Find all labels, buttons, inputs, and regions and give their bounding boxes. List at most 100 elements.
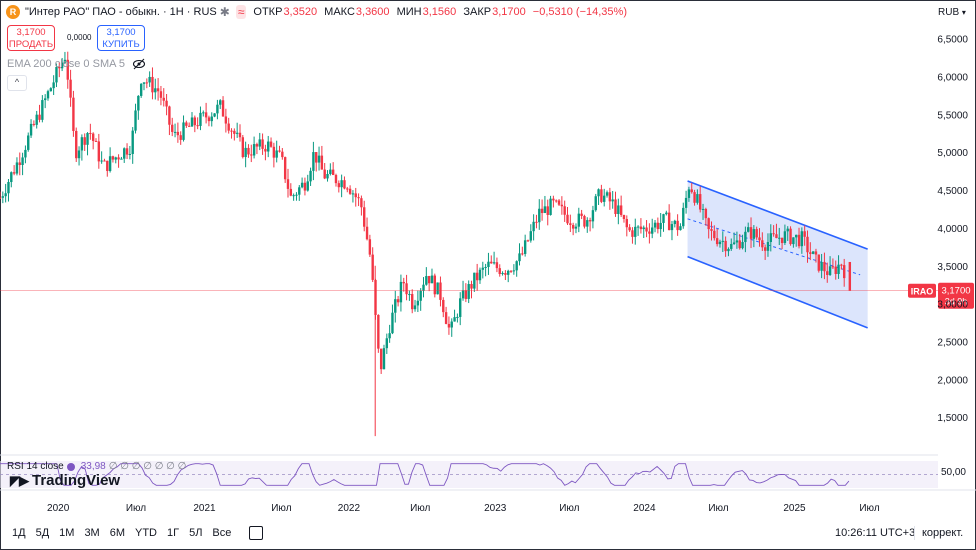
candle-body	[159, 91, 163, 98]
currency-selector[interactable]: RUB ▾	[938, 7, 966, 18]
symbol-title[interactable]: "Интер РАО" ПАО - обыкн. · 1H · RUS	[25, 6, 217, 18]
candle-body	[179, 135, 182, 140]
price-axis[interactable]: 1,5000 2,0000 2,5000 3,0000 3,5000 4,0000 4,50…	[937, 35, 968, 424]
tradingview-brand: TradingView	[32, 472, 121, 489]
candle-body	[809, 252, 812, 254]
channel-upper-line	[687, 180, 868, 250]
range-1[interactable]: 5Д	[35, 527, 50, 539]
x-tick-label: 2025	[783, 503, 806, 514]
candle-body	[331, 169, 335, 175]
adjust-button[interactable]: коррект.	[922, 527, 964, 539]
range-2[interactable]: 1М	[59, 527, 75, 539]
sell-button[interactable]: 3,1700 ПРОДАТЬ	[7, 25, 55, 51]
candle-body	[563, 206, 566, 215]
candle-body	[86, 133, 89, 145]
time-axis[interactable]: 2020 Июл 2021 Июл 2022 Июл 2023 Июл 2024 Июл 2025 И…	[47, 503, 880, 514]
clock-time[interactable]: 10:26:11 UTC+3	[835, 527, 916, 539]
candle-body	[755, 229, 758, 238]
toolbar-divider	[914, 526, 915, 540]
candle-body	[442, 299, 445, 313]
candle-body	[820, 261, 823, 271]
candle-body	[396, 299, 400, 303]
range-5[interactable]: YTD	[135, 527, 157, 539]
buy-button[interactable]: 3,1700 КУПИТЬ	[97, 25, 145, 51]
candle-body	[283, 157, 287, 180]
candle-body	[235, 132, 239, 134]
candle-body	[255, 144, 259, 147]
candle-body	[741, 242, 744, 249]
candle-body	[286, 179, 290, 189]
candle-body	[317, 155, 321, 163]
candle-body	[634, 226, 637, 237]
candle-body	[727, 248, 730, 252]
candle-body	[662, 214, 665, 223]
rsi-settings-icon[interactable]	[66, 462, 75, 471]
channel-fill	[687, 180, 868, 328]
candle-body	[518, 253, 521, 262]
candle-body	[63, 59, 67, 63]
candle-body	[636, 226, 640, 228]
candle-body	[171, 124, 174, 132]
asterisk-icon[interactable]: ✱	[219, 5, 230, 19]
candle-body	[224, 116, 228, 124]
tradingview-logo[interactable]: ◤▶ TradingView	[10, 472, 120, 489]
range-6[interactable]: 1Г	[167, 527, 180, 539]
y-tick-label: 2,5000	[937, 337, 968, 348]
x-tick-label: Июл	[271, 503, 291, 514]
rsi-line	[0, 463, 850, 486]
x-tick-label: Июл	[859, 503, 879, 514]
candle-body	[309, 170, 312, 182]
candle-body	[204, 112, 208, 118]
last-price-badge	[938, 282, 974, 309]
candle-body	[402, 281, 405, 284]
candle-body	[769, 233, 772, 242]
candle-body	[552, 198, 555, 201]
candle-body	[439, 282, 442, 300]
channel-lower-line	[687, 255, 868, 329]
candle-body	[343, 180, 346, 189]
candle-body	[546, 206, 549, 215]
candle-body	[221, 100, 225, 117]
candle-body	[608, 192, 612, 202]
calendar-icon[interactable]	[249, 526, 264, 540]
collapse-legend-button[interactable]: ^	[7, 75, 27, 91]
candle-body	[453, 317, 456, 322]
candle-body	[588, 220, 592, 222]
low-value: 3,1560	[422, 6, 457, 18]
wave-icon[interactable]: ≈	[235, 5, 247, 19]
x-tick-label: 2020	[47, 503, 70, 514]
range-0[interactable]: 1Д	[12, 527, 26, 539]
candle-body	[399, 281, 403, 303]
regression-channel[interactable]	[687, 180, 868, 329]
candle-body	[509, 270, 513, 272]
y-tick-label: 2,0000	[937, 375, 968, 386]
candle-body	[642, 227, 645, 230]
candle-body	[312, 152, 315, 171]
candle-body	[351, 193, 355, 195]
range-8[interactable]: Все	[212, 527, 232, 539]
candle-body	[365, 226, 369, 240]
indicator-legend[interactable]: EMA 200 close 0 SMA 5	[7, 58, 146, 70]
candle-body	[156, 88, 160, 92]
candle-body	[532, 221, 535, 232]
candle-body	[828, 266, 832, 275]
candle-body	[752, 229, 756, 239]
candle-body	[32, 123, 36, 125]
candle-body	[182, 122, 185, 140]
candle-body	[329, 169, 332, 175]
rsi-pane: 50,00	[0, 461, 966, 488]
candle-body	[811, 251, 815, 254]
candle-body	[292, 195, 295, 197]
range-4[interactable]: 6М	[109, 527, 125, 539]
candle-body	[15, 162, 19, 174]
candle-body	[303, 182, 307, 191]
candle-body	[586, 220, 589, 227]
candle-body	[58, 66, 61, 69]
range-7[interactable]: 5Л	[189, 527, 203, 539]
candle-body	[718, 241, 722, 245]
rsi-legend[interactable]: RSI 14 close 33,98 ∅ ∅ ∅ ∅ ∅ ∅ ∅	[7, 461, 186, 472]
eye-off-icon[interactable]	[132, 58, 146, 70]
range-3[interactable]: 3М	[84, 527, 100, 539]
